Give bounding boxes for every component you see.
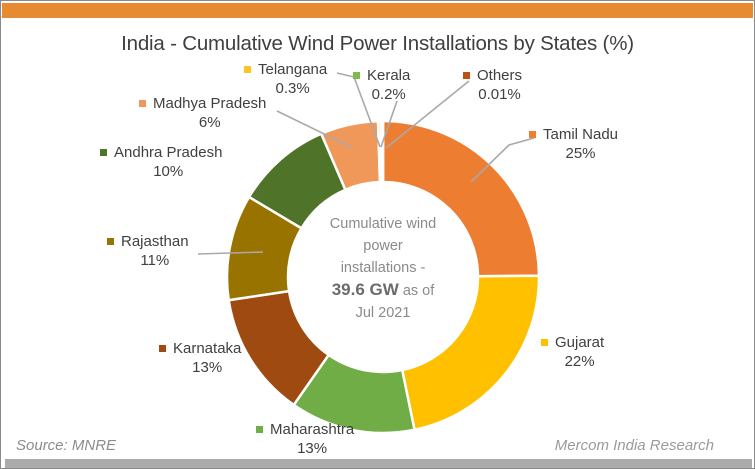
label-maharashtra: Maharashtra 13% (256, 420, 354, 458)
total-capacity-value: 39.6 GW (331, 280, 399, 299)
legend-marker-rajasthan (107, 238, 114, 245)
center-line-1: Cumulative wind (329, 216, 437, 232)
state-name: Madhya Pradesh (153, 95, 267, 112)
state-name: Maharashtra (270, 421, 355, 438)
state-share: 25% (565, 145, 596, 162)
state-share: 22% (564, 353, 595, 370)
center-line-4: 39.6 GW as of (298, 279, 468, 302)
top-accent-bar (2, 3, 753, 18)
state-name: Telangana (258, 61, 328, 78)
legend-marker-others (463, 72, 470, 79)
state-name: Tamil Nadu (543, 126, 619, 143)
state-share: 13% (192, 359, 223, 376)
donut-chart (225, 119, 541, 435)
chart-title: India - Cumulative Wind Power Installati… (121, 32, 634, 55)
legend-marker-tamil-nadu (529, 131, 536, 138)
center-line-5: Jul 2021 (355, 305, 411, 321)
state-name: Karnataka (173, 340, 242, 357)
label-others: Others 0.01% (463, 66, 522, 104)
state-share: 0.3% (275, 80, 310, 97)
center-line-3: installations - (340, 260, 426, 276)
center-line-2: power (363, 238, 403, 254)
legend-marker-madhya-pradesh (139, 100, 146, 107)
state-share: 10% (153, 163, 184, 180)
label-rajasthan: Rajasthan 11% (107, 232, 189, 270)
state-share: 0.2% (371, 86, 406, 103)
state-share: 13% (297, 440, 328, 457)
label-madhya-pradesh: Madhya Pradesh 6% (139, 94, 266, 132)
state-name: Others (477, 67, 523, 84)
state-name: Andhra Pradesh (114, 144, 223, 161)
legend-marker-kerala (353, 72, 360, 79)
label-andhra-pradesh: Andhra Pradesh 10% (100, 143, 222, 181)
legend-marker-telangana (244, 66, 251, 73)
state-share: 6% (198, 114, 221, 131)
total-capacity-suffix: as of (402, 283, 435, 299)
state-name: Kerala (367, 67, 411, 84)
source-note: Source: MNRE (16, 437, 117, 454)
legend-marker-karnataka (159, 345, 166, 352)
state-name: Gujarat (555, 334, 605, 351)
state-share: 11% (140, 252, 170, 269)
legend-marker-maharashtra (256, 426, 263, 433)
label-tamil-nadu: Tamil Nadu 25% (529, 125, 618, 163)
bottom-accent-bar (5, 459, 752, 468)
label-gujarat: Gujarat 22% (541, 333, 604, 371)
donut-center-label: Cumulative wind power installations - 39… (298, 213, 468, 324)
credit-note: Mercom India Research (554, 437, 714, 454)
legend-marker-andhra-pradesh (100, 149, 107, 156)
legend-marker-gujarat (541, 339, 548, 346)
label-kerala: Kerala 0.2% (353, 66, 410, 104)
state-name: Rajasthan (121, 233, 189, 250)
state-share: 0.01% (478, 86, 521, 103)
label-telangana: Telangana 0.3% (244, 60, 327, 98)
label-karnataka: Karnataka 13% (159, 339, 241, 377)
